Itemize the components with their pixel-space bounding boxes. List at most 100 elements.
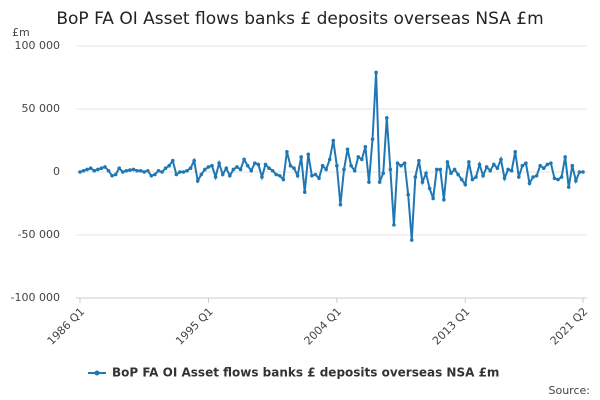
- point: [374, 70, 378, 75]
- point: [352, 168, 357, 173]
- point: [513, 150, 518, 154]
- point: [231, 167, 236, 172]
- point: [502, 176, 507, 181]
- point: [402, 161, 407, 165]
- y-tick-label: 0: [53, 165, 60, 178]
- point: [106, 168, 111, 173]
- point: [360, 157, 364, 162]
- point: [210, 163, 214, 168]
- point: [142, 170, 147, 174]
- point: [135, 168, 139, 173]
- point: [499, 157, 503, 162]
- point: [445, 160, 450, 164]
- point: [570, 163, 575, 168]
- point: [256, 162, 261, 167]
- point: [442, 197, 446, 202]
- point: [274, 172, 279, 177]
- point: [563, 155, 567, 159]
- point: [470, 177, 475, 182]
- point: [113, 172, 118, 177]
- point: [220, 172, 225, 177]
- point: [345, 147, 350, 152]
- point: [417, 158, 421, 163]
- point: [420, 180, 425, 184]
- point: [163, 166, 168, 171]
- point: [281, 177, 286, 182]
- point: [78, 170, 82, 174]
- point: [110, 173, 114, 178]
- point: [452, 167, 457, 172]
- point: [552, 176, 557, 181]
- point: [317, 176, 321, 181]
- point: [556, 177, 560, 182]
- point: [170, 158, 175, 163]
- point: [474, 175, 478, 179]
- y-tick-label: -50 000: [18, 228, 60, 241]
- legend-marker: [94, 370, 100, 376]
- point: [409, 238, 414, 242]
- point: [538, 163, 542, 168]
- point: [456, 172, 460, 177]
- point: [335, 163, 339, 168]
- point: [263, 162, 268, 167]
- point: [431, 196, 435, 201]
- point: [349, 163, 353, 168]
- point: [167, 163, 171, 168]
- point: [481, 173, 485, 178]
- point: [195, 179, 200, 183]
- point: [449, 171, 453, 176]
- point: [160, 170, 164, 174]
- point: [370, 137, 375, 142]
- point: [228, 173, 232, 178]
- point: [577, 170, 582, 174]
- point: [520, 163, 525, 168]
- x-tick-label: 2013 Q1: [430, 305, 473, 348]
- point: [495, 166, 500, 171]
- point: [541, 166, 546, 171]
- point: [203, 167, 207, 172]
- point: [527, 181, 532, 186]
- point: [392, 223, 396, 227]
- point: [128, 168, 132, 172]
- point: [185, 168, 189, 173]
- point: [117, 166, 122, 171]
- point: [331, 138, 336, 143]
- point: [327, 157, 332, 162]
- point: [427, 186, 432, 191]
- point: [92, 168, 97, 173]
- point: [253, 161, 257, 165]
- point: [224, 166, 229, 171]
- y-tick-label: 100 000: [15, 39, 61, 52]
- point: [467, 160, 471, 164]
- y-axis-label: £m: [12, 26, 30, 39]
- point: [199, 172, 204, 177]
- point: [235, 165, 239, 169]
- point: [581, 170, 585, 174]
- point: [270, 168, 275, 173]
- chart-title: BoP FA OI Asset flows banks £ deposits o…: [56, 9, 543, 29]
- point: [99, 166, 104, 171]
- point: [206, 165, 211, 169]
- line: [79, 72, 583, 241]
- point: [516, 175, 521, 179]
- point: [488, 168, 493, 173]
- point: [566, 185, 571, 189]
- point: [320, 163, 325, 168]
- point: [484, 165, 489, 169]
- point: [238, 167, 243, 172]
- point: [242, 157, 246, 162]
- point: [509, 168, 514, 173]
- point: [217, 161, 221, 165]
- point: [88, 166, 93, 171]
- point: [574, 179, 578, 183]
- point: [96, 167, 100, 172]
- x-tick-label: 1995 Q1: [173, 305, 216, 348]
- point: [545, 162, 550, 167]
- point: [285, 150, 289, 154]
- point: [549, 161, 553, 165]
- point: [384, 116, 389, 120]
- point: [367, 180, 371, 184]
- point: [213, 175, 218, 179]
- point: [295, 173, 300, 178]
